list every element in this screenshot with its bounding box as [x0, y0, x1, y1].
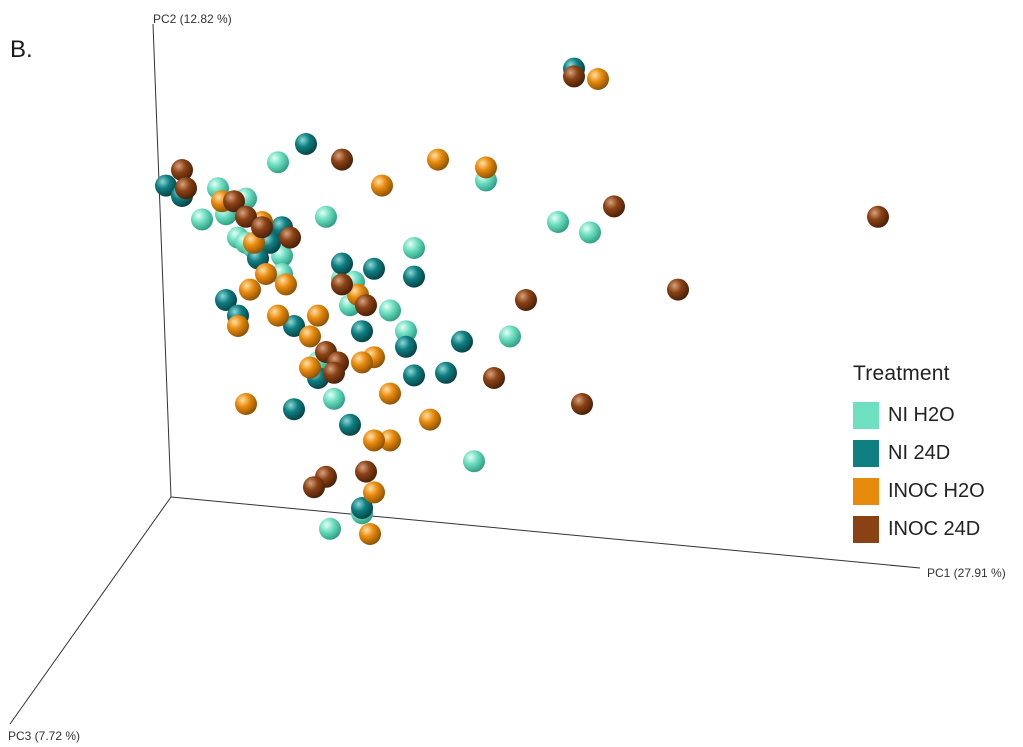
data-point	[351, 351, 373, 374]
data-point	[867, 205, 889, 228]
data-point	[351, 320, 373, 343]
data-point	[419, 408, 441, 431]
data-point	[175, 177, 197, 200]
data-point	[191, 208, 213, 231]
legend-swatch	[853, 477, 879, 505]
legend-label: NI H2O	[888, 403, 955, 426]
panel-label: B.	[10, 36, 33, 63]
data-point	[463, 450, 485, 473]
data-point	[379, 382, 401, 405]
data-point	[251, 216, 273, 239]
data-point	[355, 460, 377, 483]
data-point	[435, 361, 457, 384]
data-point	[331, 252, 353, 275]
data-point	[587, 68, 609, 90]
data-point	[235, 393, 257, 415]
data-point	[171, 159, 193, 181]
pc1-axis-label: PC1 (27.91 %)	[927, 566, 1006, 580]
data-point	[275, 273, 297, 296]
data-point	[267, 151, 289, 174]
pc3-axis-label: PC3 (7.72 %)	[8, 729, 81, 743]
legend-label: INOC H2O	[888, 479, 985, 502]
data-point	[227, 315, 249, 337]
data-point	[283, 315, 305, 337]
data-point	[279, 226, 301, 249]
legend-item-ni-24d: NI 24D	[853, 434, 985, 472]
data-point	[355, 294, 377, 317]
data-point	[475, 156, 497, 179]
data-point	[547, 211, 569, 233]
legend-item-inoc-h2o: INOC H2O	[853, 472, 985, 510]
data-point	[155, 174, 177, 197]
data-point	[315, 205, 337, 228]
data-point	[363, 257, 385, 280]
legend-swatch	[853, 401, 879, 429]
data-point	[363, 429, 385, 452]
data-point	[371, 174, 393, 197]
legend-swatch	[853, 515, 879, 543]
pc2-axis-label: PC2 (12.82 %)	[153, 12, 232, 26]
data-point	[359, 523, 381, 545]
data-point	[331, 148, 353, 171]
data-point	[235, 205, 257, 228]
legend-item-inoc-24d: INOC 24D	[853, 510, 985, 548]
data-point	[379, 429, 401, 452]
data-point	[403, 364, 425, 387]
data-point	[427, 148, 449, 171]
data-point	[395, 320, 417, 343]
data-point	[255, 263, 277, 285]
data-point	[331, 273, 353, 296]
data-point	[563, 65, 585, 88]
data-point	[323, 387, 345, 410]
data-point	[483, 367, 505, 389]
data-point	[319, 517, 341, 540]
data-point	[307, 304, 329, 327]
data-point	[339, 413, 361, 436]
legend-item-ni-h2o: NI H2O	[853, 396, 985, 434]
pc3-axis-line	[9, 496, 172, 725]
data-point	[223, 190, 245, 213]
legend-label: INOC 24D	[888, 517, 981, 540]
data-point	[395, 335, 417, 358]
data-point	[379, 299, 401, 322]
legend-label: NI 24D	[888, 441, 951, 464]
data-point	[239, 278, 261, 301]
pc2-axis-line	[152, 23, 172, 498]
data-point	[283, 398, 305, 421]
data-point	[295, 133, 317, 155]
pc1-axis-line	[170, 496, 921, 569]
legend: Treatment NI H2O NI 24D INOC H2O INOC 24…	[853, 362, 985, 548]
data-point	[403, 237, 425, 259]
axes	[9, 23, 921, 725]
points-layer	[155, 57, 889, 545]
data-point	[299, 356, 321, 379]
data-point	[667, 278, 689, 301]
legend-title: Treatment	[853, 362, 950, 385]
legend-swatch	[853, 439, 879, 467]
data-point	[215, 289, 237, 311]
data-point	[571, 393, 593, 415]
data-point	[403, 265, 425, 288]
data-point	[579, 221, 601, 244]
data-point	[303, 476, 325, 499]
data-point	[363, 481, 385, 504]
data-point	[603, 195, 625, 218]
data-point	[351, 497, 373, 519]
data-point	[323, 361, 345, 384]
data-point	[499, 325, 521, 348]
data-point	[515, 289, 537, 311]
data-point	[451, 330, 473, 353]
data-point	[299, 325, 321, 348]
data-point	[267, 304, 289, 327]
